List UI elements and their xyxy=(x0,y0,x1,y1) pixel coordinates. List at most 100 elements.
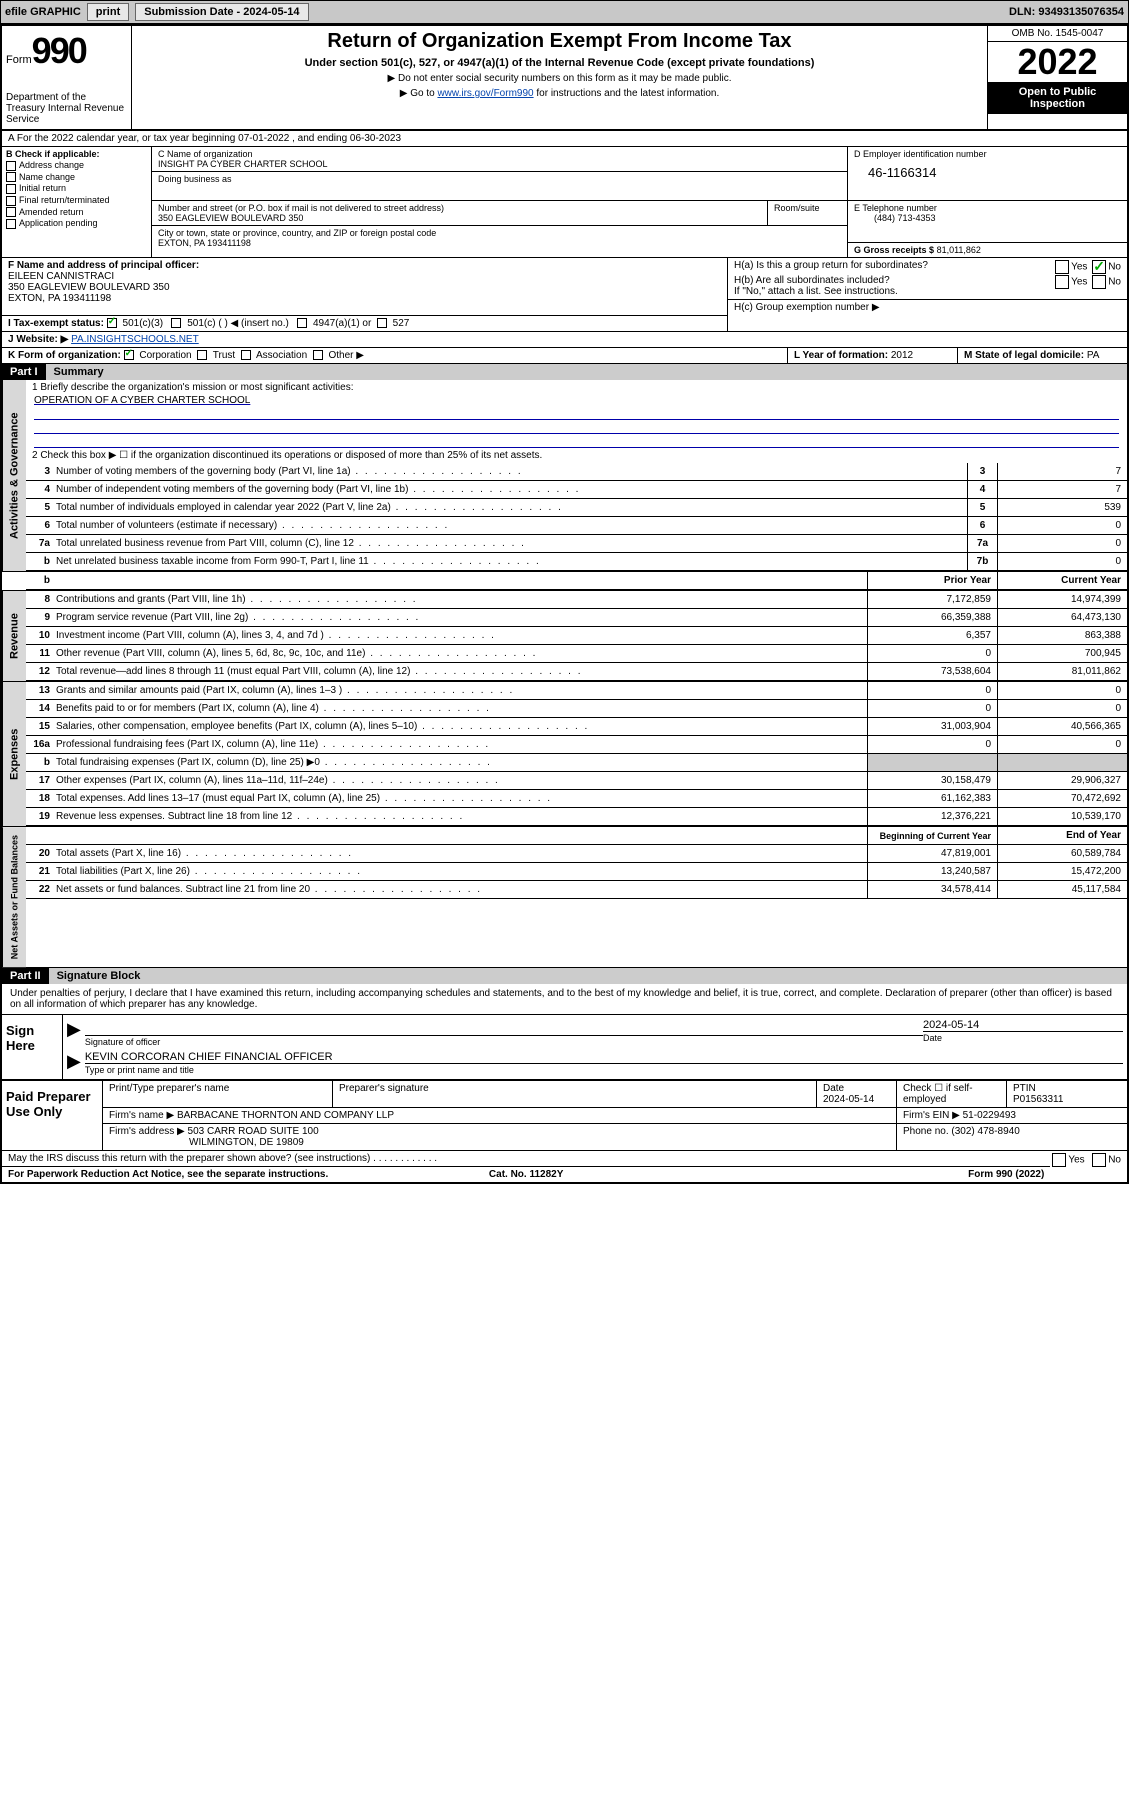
vlabel-activities: Activities & Governance xyxy=(2,380,26,571)
sig-officer-label: Signature of officer xyxy=(85,1035,923,1047)
ha-no[interactable] xyxy=(1092,260,1106,274)
summary-line: 13 Grants and similar amounts paid (Part… xyxy=(26,682,1127,700)
summary-line: 3 Number of voting members of the govern… xyxy=(26,463,1127,481)
chk-trust[interactable] xyxy=(197,350,207,360)
chk-other[interactable] xyxy=(313,350,323,360)
tax-year: 2022 xyxy=(988,42,1127,82)
chk-final-return[interactable]: Final return/terminated xyxy=(6,195,147,206)
summary-line: 11 Other revenue (Part VIII, column (A),… xyxy=(26,645,1127,663)
mission-text: OPERATION OF A CYBER CHARTER SCHOOL xyxy=(26,395,1127,406)
street-label: Number and street (or P.O. box if mail i… xyxy=(158,203,761,213)
prior-year-header: Prior Year xyxy=(867,572,997,589)
current-year-header: Current Year xyxy=(997,572,1127,589)
row-m-domicile: M State of legal domicile: PA xyxy=(957,348,1127,363)
firm-ein: Firm's EIN ▶ 51-0229493 xyxy=(897,1108,1127,1123)
officer-addr1: 350 EAGLEVIEW BOULEVARD 350 xyxy=(8,282,170,293)
ha-yes[interactable] xyxy=(1055,260,1069,274)
irs-link[interactable]: www.irs.gov/Form990 xyxy=(437,88,533,99)
dln-label: DLN: 93493135076354 xyxy=(1009,6,1124,18)
vlabel-net-assets: Net Assets or Fund Balances xyxy=(2,827,26,967)
sign-here-label: Sign Here xyxy=(2,1015,62,1079)
summary-line: b Net unrelated business taxable income … xyxy=(26,553,1127,571)
phone-value: (484) 713-4353 xyxy=(854,213,1121,223)
gross-receipts-label: G Gross receipts $ xyxy=(854,245,934,255)
sign-date-label: Date xyxy=(923,1031,1123,1043)
summary-line: 22 Net assets or fund balances. Subtract… xyxy=(26,881,1127,899)
summary-line: 5 Total number of individuals employed i… xyxy=(26,499,1127,517)
chk-501c[interactable] xyxy=(171,318,181,328)
org-name-label: C Name of organization xyxy=(158,149,841,159)
hb-yes[interactable] xyxy=(1055,275,1069,289)
self-employed-chk[interactable]: Check ☐ if self-employed xyxy=(897,1081,1007,1107)
row-l-formation: L Year of formation: 2012 xyxy=(787,348,957,363)
summary-line: 12 Total revenue—add lines 8 through 11 … xyxy=(26,663,1127,681)
chk-address-change[interactable]: Address change xyxy=(6,160,147,171)
row-j-website: J Website: ▶ PA.INSIGHTSCHOOLS.NET xyxy=(2,332,1127,347)
form-subtitle: Under section 501(c), 527, or 4947(a)(1)… xyxy=(140,57,979,69)
org-name: INSIGHT PA CYBER CHARTER SCHOOL xyxy=(158,159,841,169)
summary-line: 7a Total unrelated business revenue from… xyxy=(26,535,1127,553)
firm-phone: Phone no. (302) 478-8940 xyxy=(897,1124,1127,1150)
begin-year-header: Beginning of Current Year xyxy=(867,827,997,844)
chk-501c3[interactable] xyxy=(107,318,117,328)
preparer-name-lbl: Print/Type preparer's name xyxy=(103,1081,333,1107)
form-number: 990 xyxy=(32,30,86,72)
website-link[interactable]: PA.INSIGHTSCHOOLS.NET xyxy=(71,334,199,345)
chk-name-change[interactable]: Name change xyxy=(6,172,147,183)
submission-date-button[interactable]: Submission Date - 2024-05-14 xyxy=(135,3,308,21)
h-c-exemption: H(c) Group exemption number ▶ xyxy=(728,300,1127,315)
firm-name: Firm's name ▶ BARBACANE THORNTON AND COM… xyxy=(103,1108,897,1123)
sign-date: 2024-05-14 xyxy=(923,1019,1123,1031)
paid-preparer-label: Paid Preparer Use Only xyxy=(2,1081,102,1150)
omb-number: OMB No. 1545-0047 xyxy=(988,26,1127,42)
form-word: Form xyxy=(6,54,32,66)
officer-lbl: Type or print name and title xyxy=(85,1063,1123,1075)
summary-line: 21 Total liabilities (Part X, line 26) 1… xyxy=(26,863,1127,881)
line-2: 2 Check this box ▶ ☐ if the organization… xyxy=(26,448,1127,463)
form-header: Form 990 Department of the Treasury Inte… xyxy=(2,26,1127,131)
summary-line: 20 Total assets (Part X, line 16) 47,819… xyxy=(26,845,1127,863)
ptin: PTINP01563311 xyxy=(1007,1081,1127,1107)
summary-line: 19 Revenue less expenses. Subtract line … xyxy=(26,808,1127,826)
hb-no[interactable] xyxy=(1092,275,1106,289)
chk-corp[interactable] xyxy=(124,350,134,360)
chk-527[interactable] xyxy=(377,318,387,328)
chk-4947[interactable] xyxy=(297,318,307,328)
paid-date: Date2024-05-14 xyxy=(817,1081,897,1107)
chk-application-pending[interactable]: Application pending xyxy=(6,218,147,229)
department-label: Department of the Treasury Internal Reve… xyxy=(6,92,127,125)
chk-assoc[interactable] xyxy=(241,350,251,360)
summary-line: 6 Total number of volunteers (estimate i… xyxy=(26,517,1127,535)
summary-line: b Total fundraising expenses (Part IX, c… xyxy=(26,754,1127,772)
penalties-text: Under penalties of perjury, I declare th… xyxy=(2,984,1127,1014)
officer-addr2: EXTON, PA 193411198 xyxy=(8,293,111,304)
preparer-sig-lbl: Preparer's signature xyxy=(333,1081,817,1107)
summary-line: 14 Benefits paid to or for members (Part… xyxy=(26,700,1127,718)
city-label: City or town, state or province, country… xyxy=(158,228,841,238)
room-suite-label: Room/suite xyxy=(767,201,847,225)
h-a-group-return: H(a) Is this a group return for subordin… xyxy=(728,258,1127,273)
footer-right: Form 990 (2022) xyxy=(699,1169,1044,1180)
firm-address: Firm's address ▶ 503 CARR ROAD SUITE 100… xyxy=(103,1124,897,1150)
part1-title: Summary xyxy=(46,364,1127,380)
part1-header: Part I xyxy=(2,364,46,380)
officer-label: F Name and address of principal officer: xyxy=(8,260,199,271)
summary-line: 9 Program service revenue (Part VIII, li… xyxy=(26,609,1127,627)
summary-line: 4 Number of independent voting members o… xyxy=(26,481,1127,499)
footer-left: For Paperwork Reduction Act Notice, see … xyxy=(8,1169,353,1180)
discuss-yes[interactable] xyxy=(1052,1153,1066,1167)
gross-receipts-value: 81,011,862 xyxy=(937,245,981,255)
phone-label: E Telephone number xyxy=(854,203,1121,213)
discuss-no[interactable] xyxy=(1092,1153,1106,1167)
print-button[interactable]: print xyxy=(87,3,129,21)
chk-amended-return[interactable]: Amended return xyxy=(6,207,147,218)
topbar: efile GRAPHIC print Submission Date - 20… xyxy=(0,0,1129,24)
page-footer: For Paperwork Reduction Act Notice, see … xyxy=(2,1166,1050,1182)
summary-line: 18 Total expenses. Add lines 13–17 (must… xyxy=(26,790,1127,808)
discuss-row: May the IRS discuss this return with the… xyxy=(2,1150,1127,1166)
city-value: EXTON, PA 193411198 xyxy=(158,238,841,248)
officer-name-title: KEVIN CORCORAN CHIEF FINANCIAL OFFICER xyxy=(85,1051,1123,1063)
officer-name: EILEEN CANNISTRACI xyxy=(8,271,114,282)
dba-label: Doing business as xyxy=(158,174,841,184)
chk-initial-return[interactable]: Initial return xyxy=(6,183,147,194)
